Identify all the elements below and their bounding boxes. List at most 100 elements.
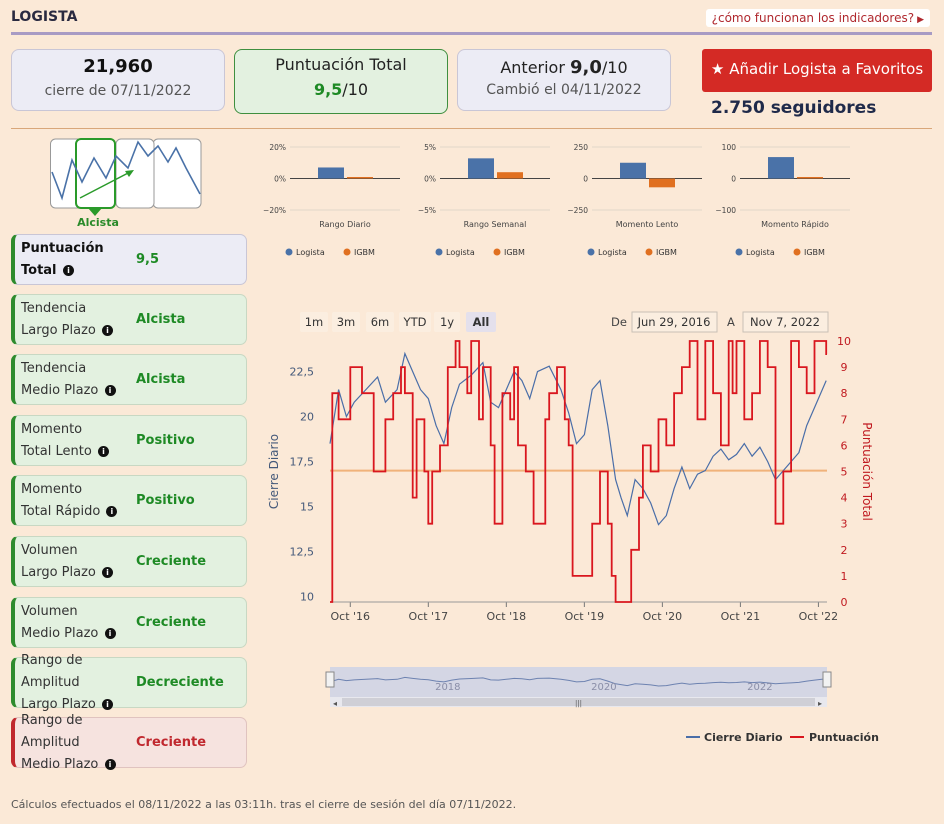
to-date-input[interactable] — [742, 311, 829, 333]
y-right-tick-label: 3 — [841, 518, 848, 531]
indicator-name-line2: Largo Plazo — [21, 564, 96, 580]
navigator-handle-right[interactable] — [822, 671, 832, 688]
indicator-name-line1: Tendencia — [21, 300, 87, 316]
previous-value: 9,0 — [570, 57, 602, 78]
navigator-series — [329, 676, 827, 687]
from-date-value: Jun 29, 2016 — [637, 315, 711, 329]
range-button-1m[interactable]: 1m — [300, 312, 328, 332]
mini-chart: 20% 0% −20% Rango Diario Logista IGBM — [263, 143, 400, 257]
legend-label-logista: Logista — [296, 248, 325, 257]
range-button-label[interactable]: All — [473, 315, 490, 329]
range-button-bg — [366, 312, 394, 332]
x-tick-label: Oct '22 — [799, 610, 839, 623]
trend-thumbnail-label: Alcista — [77, 216, 119, 229]
y-left-tick-label: 10 — [300, 591, 314, 604]
y-right-tick-label: 1 — [841, 570, 848, 583]
mini-chart: 5% 0% −5% Rango Semanal Logista IGBM — [418, 143, 550, 257]
scroll-right-icon: ▸ — [818, 699, 822, 708]
range-button-all[interactable]: All — [466, 312, 496, 332]
legend-label-cierre: Cierre Diario — [704, 731, 783, 744]
help-link-label[interactable]: ¿cómo funcionan los indicadores? — [711, 11, 915, 25]
add-favorite-button[interactable]: ★ Añadir Logista a Favoritos — [702, 49, 932, 92]
indicator-card[interactable]: Momento Total Lento i Positivo — [11, 415, 247, 466]
info-icon[interactable]: i — [63, 264, 75, 276]
help-link[interactable]: ¿cómo funcionan los indicadores? ▶ — [705, 9, 930, 27]
range-button-label[interactable]: 1y — [440, 315, 454, 329]
mini-chart: 250 0 −250 Momento Lento Logista IGBM — [567, 143, 702, 257]
range-button-label[interactable]: 3m — [337, 315, 356, 329]
followers-count: 2.750 seguidores — [711, 98, 877, 118]
range-button-label[interactable]: YTD — [403, 315, 427, 329]
navigator-handle-left[interactable] — [325, 671, 335, 688]
info-icon[interactable]: i — [97, 445, 109, 457]
legend-label-puntuacion: Puntuación — [809, 731, 879, 744]
indicator-name-line1: Volumen — [21, 603, 78, 619]
legend-marker-logista — [735, 248, 743, 256]
legend-label-igbm: IGBM — [804, 248, 825, 257]
scroll-left-icon: ◂ — [333, 699, 337, 708]
main-line-chart[interactable]: 1m 3m 6m YTD 1y All De Jun 29, 2016 A Nov 7, 2022… — [262, 305, 922, 755]
y-tick-label: 5% — [424, 143, 436, 152]
range-button-3m[interactable]: 3m — [332, 312, 360, 332]
bar-logista — [318, 167, 344, 179]
indicator-card[interactable]: Volumen Medio Plazo i Creciente — [11, 597, 247, 648]
indicator-card[interactable]: Rango de Amplitud Largo Plazo i Decrecient… — [11, 653, 247, 712]
mini-chart-title: Rango Semanal — [464, 220, 527, 229]
info-icon[interactable]: i — [102, 566, 113, 578]
indicator-name-line1: Momento — [21, 481, 83, 497]
bar-igbm — [347, 177, 373, 179]
star-icon: ★ — [710, 59, 725, 78]
range-button-bg — [332, 312, 360, 332]
legend-marker-igbm — [793, 248, 801, 256]
series-cierre-diario — [329, 351, 827, 526]
info-icon[interactable]: i — [106, 505, 118, 517]
x-tick-label: Oct '20 — [643, 610, 683, 623]
indicator-card[interactable]: Volumen Largo Plazo i Creciente — [11, 536, 247, 587]
indicator-name-line1: Puntuación — [21, 240, 104, 256]
indicator-value: Decreciente — [136, 675, 224, 690]
indicator-name: Rango de Amplitud Largo Plazo i — [15, 650, 136, 716]
info-icon[interactable]: i — [102, 324, 113, 336]
legend-marker-logista — [587, 248, 595, 256]
indicator-name-line2: Total — [21, 262, 57, 278]
legend-marker-logista — [285, 248, 293, 256]
range-button-1y[interactable]: 1y — [434, 312, 460, 332]
y-right-tick-label: 4 — [841, 492, 848, 505]
close-date: cierre de 07/11/2022 — [44, 83, 192, 99]
info-icon[interactable]: i — [102, 698, 113, 710]
range-button-bg — [300, 312, 328, 332]
navigator-tick-label: 2018 — [435, 682, 460, 693]
info-icon[interactable]: i — [104, 384, 116, 396]
y-tick-label: 0% — [274, 175, 286, 184]
range-button-label[interactable]: 1m — [305, 315, 324, 329]
range-button-bg — [399, 312, 431, 332]
range-button-ytd[interactable]: YTD — [399, 312, 431, 332]
navigator-scrollbar-thumb — [342, 698, 815, 706]
from-date-input[interactable] — [631, 311, 718, 333]
range-button-6m[interactable]: 6m — [366, 312, 394, 332]
indicator-card[interactable]: Tendencia Medio Plazo i Alcista — [11, 354, 247, 405]
y-left-axis-title: Cierre Diario — [267, 434, 281, 509]
previous-suffix: /10 — [601, 58, 628, 77]
mini-bar-charts: 20% 0% −20% Rango Diario Logista IGBM 5% 0% −5% R… — [263, 143, 850, 257]
bar-igbm — [797, 177, 823, 179]
range-button-label[interactable]: 6m — [371, 315, 390, 329]
indicator-card[interactable]: Tendencia Largo Plazo i Alcista — [11, 294, 247, 345]
mini-chart-title: Momento Lento — [616, 220, 679, 229]
y-left-tick-label: 12,5 — [290, 546, 315, 559]
y-tick-label: −250 — [567, 206, 588, 215]
close-price: 21,960 — [83, 56, 153, 77]
add-favorite-label[interactable]: Añadir Logista a Favoritos — [729, 59, 924, 78]
series-puntuacion — [330, 340, 828, 603]
trend-thumbnail — [50, 138, 202, 216]
indicator-card[interactable]: Puntuación Total i 9,5 — [11, 234, 247, 285]
y-tick-label: 0 — [583, 175, 588, 184]
y-tick-label: −5% — [418, 206, 436, 215]
indicator-card[interactable]: Rango de Amplitud Medio Plazo i Creciente — [11, 713, 247, 772]
info-icon[interactable]: i — [104, 758, 116, 770]
legend-label-logista: Logista — [598, 248, 627, 257]
y-right-tick-label: 8 — [841, 387, 848, 400]
info-icon[interactable]: i — [104, 627, 116, 639]
legend-marker-igbm — [645, 248, 653, 256]
indicator-card[interactable]: Momento Total Rápido i Positivo — [11, 475, 247, 526]
